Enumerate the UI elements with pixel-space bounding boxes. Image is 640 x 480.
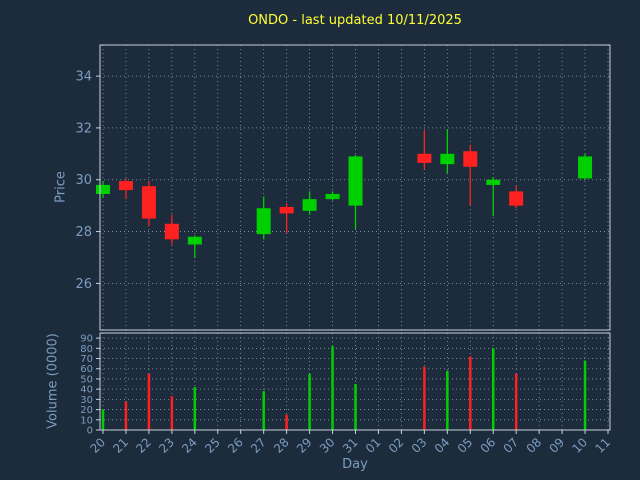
x-tick-label: 02	[386, 435, 407, 456]
candle-body	[486, 179, 501, 185]
x-tick-label: 11	[592, 435, 613, 456]
x-tick-label: 09	[547, 435, 568, 456]
candle-body	[325, 193, 340, 200]
x-tick-label: 29	[294, 435, 315, 456]
candle-body	[348, 156, 363, 206]
x-tick-label: 22	[133, 435, 154, 456]
volume-bar	[354, 384, 357, 430]
x-tick-label: 27	[248, 435, 269, 456]
price-panel	[99, 44, 611, 331]
x-tick-label: 24	[179, 435, 200, 456]
volume-bar	[514, 373, 518, 430]
candle-body	[302, 199, 317, 211]
x-tick-label: 06	[478, 435, 499, 456]
x-tick-label: 20	[87, 435, 108, 456]
x-tick-label: 25	[202, 435, 223, 456]
volume-bar	[101, 409, 105, 430]
volume-tick-label: 60	[80, 364, 93, 375]
volume-tick-label: 40	[80, 385, 93, 396]
volume-bar	[491, 348, 495, 430]
x-tick-label: 21	[110, 435, 131, 456]
volume-bar	[170, 396, 174, 430]
volume-tick-label: 0	[87, 426, 93, 437]
candle-body	[187, 236, 202, 245]
x-tick-label: 01	[363, 435, 384, 456]
candle-body	[256, 208, 271, 235]
candle-body	[164, 223, 179, 240]
price-tick-label: 32	[75, 121, 92, 136]
volume-bar	[446, 370, 449, 430]
volume-tick-label: 70	[80, 354, 93, 365]
volume-bar	[262, 391, 265, 430]
volume-tick-label: 80	[80, 344, 93, 355]
volume-bar	[285, 414, 288, 430]
x-tick-label: 04	[432, 435, 453, 456]
volume-bar	[193, 387, 197, 430]
volume-bar	[331, 346, 334, 430]
candle-body	[417, 153, 432, 163]
volume-bar	[124, 401, 128, 430]
volume-tick-label: 20	[80, 405, 93, 416]
volume-bar	[147, 373, 151, 430]
volume-bar	[308, 373, 311, 430]
x-tick-label: 10	[569, 435, 590, 456]
x-tick-label: 23	[156, 435, 177, 456]
candle-body	[141, 186, 156, 219]
x-tick-label: 03	[409, 435, 430, 456]
candle-body	[440, 153, 455, 165]
price-tick-label: 28	[75, 225, 92, 240]
price-tick-label: 30	[75, 173, 92, 188]
chart-title: ONDO - last updated 10/11/2025	[248, 13, 462, 28]
x-tick-label: 28	[271, 435, 292, 456]
x-tick-label: 05	[455, 435, 476, 456]
candle-body	[509, 191, 524, 206]
candle-body	[463, 151, 478, 167]
volume-tick-label: 30	[80, 395, 93, 406]
x-tick-label: 30	[317, 435, 338, 456]
x-axis-label: Day	[342, 457, 368, 472]
volume-tick-label: 50	[80, 374, 93, 385]
x-tick-label: 31	[340, 435, 361, 456]
candle-body	[279, 206, 294, 214]
candle-body	[118, 181, 133, 191]
volume-tick-label: 90	[80, 334, 93, 345]
candle-body	[96, 184, 110, 194]
volume-bar	[423, 366, 426, 430]
price-tick-label: 34	[75, 70, 92, 85]
price-tick-label: 26	[75, 277, 92, 292]
candle-body	[578, 156, 593, 179]
volume-tick-label: 10	[80, 415, 93, 426]
volume-bar	[469, 356, 472, 430]
x-tick-label: 26	[225, 435, 246, 456]
x-tick-label: 07	[501, 435, 522, 456]
x-tick-label: 08	[524, 435, 545, 456]
volume-bar	[583, 360, 587, 430]
